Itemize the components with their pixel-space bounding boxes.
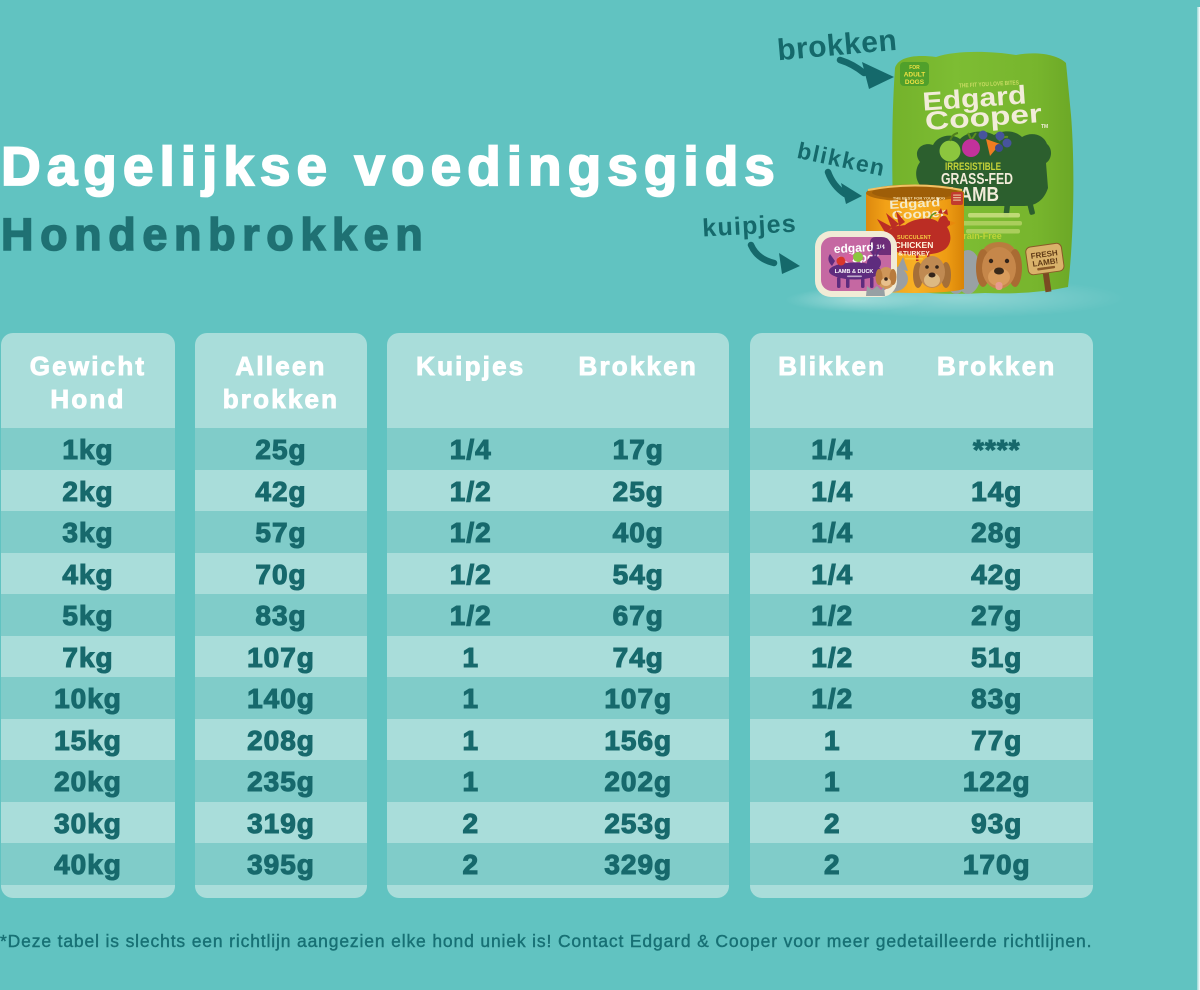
svg-text:edgard: edgard (833, 240, 874, 256)
svg-text:GRASS-FED: GRASS-FED (941, 171, 1013, 188)
svg-text:SUCCULENT: SUCCULENT (897, 235, 932, 241)
svg-text:Edgard: Edgard (889, 195, 941, 212)
svg-text:FRESH: FRESH (1030, 248, 1058, 261)
svg-text:FOR: FOR (909, 65, 920, 71)
svg-text:ADULT: ADULT (904, 72, 926, 79)
svg-text:Grain-Free: Grain-Free (956, 231, 1002, 241)
svg-text:kuipjes: kuipjes (702, 210, 798, 243)
svg-text:DOGS: DOGS (905, 79, 925, 86)
svg-text:Cooper: Cooper (891, 206, 946, 223)
svg-text:THE FIT YOU LOVE BITES: THE FIT YOU LOVE BITES (959, 80, 1019, 89)
svg-text:LAMB & DUCK: LAMB & DUCK (835, 269, 874, 275)
svg-text:LAMB!: LAMB! (1032, 256, 1059, 269)
svg-text:&TURKEY: &TURKEY (898, 251, 930, 258)
svg-text:IRRESISTIBLE: IRRESISTIBLE (945, 161, 1001, 173)
svg-text:blikken: blikken (795, 137, 888, 181)
svg-text:Edgard: Edgard (921, 79, 1027, 116)
svg-text:TM: TM (1041, 124, 1048, 130)
svg-text:CHICKEN: CHICKEN (895, 240, 934, 250)
svg-text:THE BEST FOR YOUR DOG: THE BEST FOR YOUR DOG (893, 196, 945, 201)
